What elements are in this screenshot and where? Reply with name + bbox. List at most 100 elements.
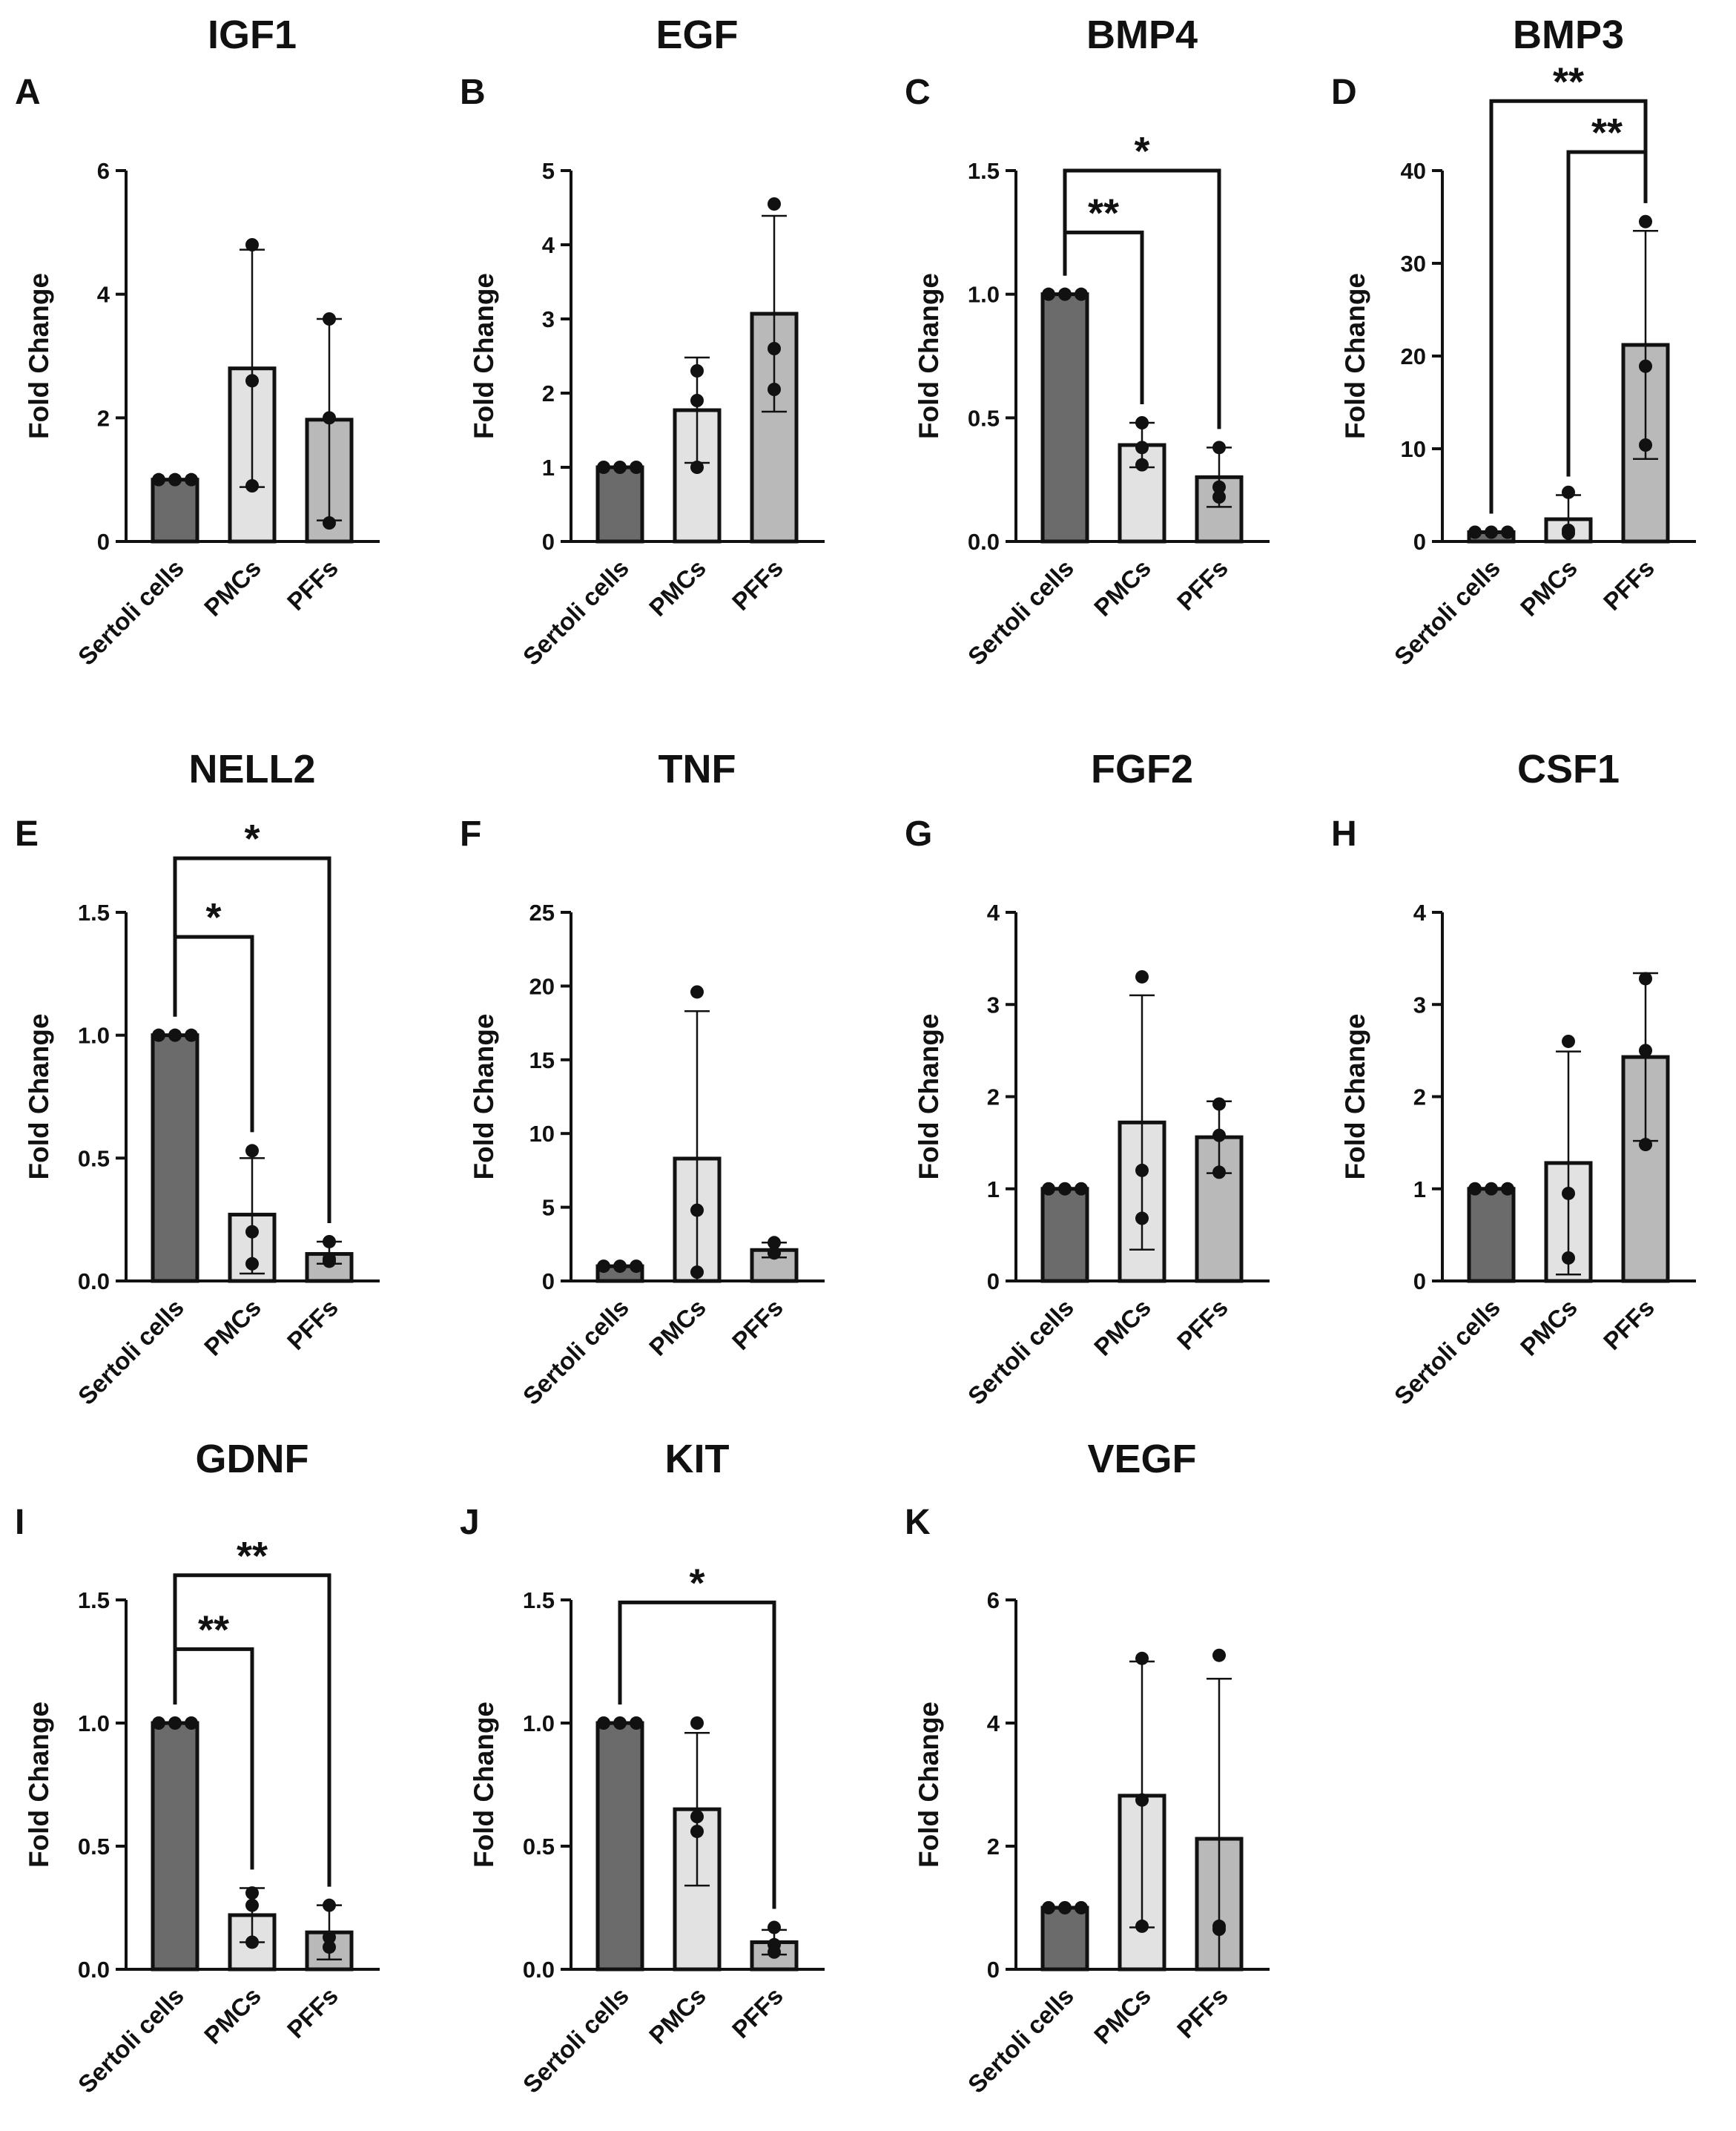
data-point bbox=[1135, 458, 1149, 472]
significance-label: * bbox=[1134, 129, 1149, 174]
y-axis-label: Fold Change bbox=[469, 1702, 499, 1868]
y-tick-label: 20 bbox=[529, 973, 555, 999]
data-point bbox=[1058, 1182, 1072, 1196]
significance-bracket bbox=[1489, 99, 1648, 514]
chart-panel-g: G FGF2 Fold Change 0 1 2 3 4 Sertoli cells PMCs PF… bbox=[905, 747, 1270, 1410]
bar-sertoli-cells bbox=[151, 1721, 199, 1972]
data-point bbox=[323, 411, 336, 425]
y-tick-label: 0 bbox=[1413, 1268, 1426, 1294]
chart-title: BMP4 bbox=[1086, 13, 1198, 57]
data-point bbox=[630, 461, 643, 474]
x-tick-label: Sertoli cells bbox=[518, 1294, 634, 1410]
data-point bbox=[597, 461, 610, 474]
data-point bbox=[1075, 1901, 1088, 1914]
y-tick-label: 1 bbox=[987, 1176, 1000, 1202]
data-point bbox=[613, 1716, 627, 1730]
y-axis-label: Fold Change bbox=[1340, 273, 1370, 439]
panel-letter: K bbox=[905, 1503, 931, 1542]
y-tick-label: 4 bbox=[987, 1710, 1000, 1736]
chart-title: TNF bbox=[659, 747, 736, 791]
x-tick-label: Sertoli cells bbox=[518, 554, 634, 671]
y-tick-label: 30 bbox=[1401, 251, 1426, 277]
data-point bbox=[185, 1028, 198, 1042]
data-point bbox=[1135, 969, 1149, 984]
x-tick-label: PMCs bbox=[644, 1294, 711, 1361]
y-tick-label: 15 bbox=[529, 1047, 555, 1073]
y-tick-label: 40 bbox=[1401, 158, 1426, 184]
chart-title: VEGF bbox=[1087, 1437, 1196, 1481]
x-tick-label: PMCs bbox=[199, 1982, 266, 2049]
data-point bbox=[1058, 287, 1072, 301]
y-tick-label: 3 bbox=[542, 306, 555, 332]
y-tick-label: 0 bbox=[1413, 529, 1426, 555]
y-tick-label: 20 bbox=[1401, 343, 1426, 369]
bar-sertoli-cells bbox=[1040, 1906, 1089, 1972]
x-tick-label: PFFs bbox=[282, 1294, 343, 1355]
data-point bbox=[1058, 1901, 1072, 1914]
significance-label: * bbox=[689, 1561, 704, 1605]
panel-letter: I bbox=[15, 1503, 24, 1542]
x-tick-label: PMCs bbox=[1089, 554, 1156, 622]
x-tick-label: PFFs bbox=[727, 1982, 788, 2043]
data-point bbox=[613, 461, 627, 474]
data-point bbox=[1212, 1097, 1226, 1111]
chart-title: CSF1 bbox=[1517, 747, 1620, 791]
data-point bbox=[185, 1716, 198, 1730]
data-point bbox=[1562, 1251, 1575, 1265]
data-point bbox=[1639, 1044, 1652, 1058]
significance-label: ** bbox=[1553, 59, 1584, 104]
x-tick-label: PFFs bbox=[1598, 554, 1660, 616]
y-tick-label: 2 bbox=[1413, 1084, 1426, 1110]
y-tick-label: 0.5 bbox=[78, 1145, 110, 1171]
data-point bbox=[1562, 1034, 1575, 1048]
x-tick-label: Sertoli cells bbox=[73, 1294, 189, 1410]
data-point bbox=[690, 394, 704, 407]
x-tick-label: PFFs bbox=[1172, 1982, 1233, 2043]
y-tick-label: 1.0 bbox=[78, 1023, 110, 1049]
data-point bbox=[245, 1144, 259, 1158]
x-tick-label: Sertoli cells bbox=[1389, 554, 1505, 671]
y-tick-label: 2 bbox=[987, 1834, 1000, 1860]
data-point bbox=[1639, 214, 1652, 228]
data-point bbox=[690, 1265, 704, 1279]
data-point bbox=[152, 1028, 165, 1042]
significance-bracket bbox=[618, 1600, 776, 1909]
y-tick-label: 4 bbox=[987, 900, 1000, 926]
y-tick-label: 0 bbox=[987, 1268, 1000, 1294]
data-point bbox=[1212, 1128, 1226, 1142]
chart-panel-d: D BMP3 Fold Change 0 10 20 30 40 Sertoli cells PM… bbox=[1331, 13, 1696, 671]
data-point bbox=[152, 472, 165, 487]
chart-title: NELL2 bbox=[188, 747, 315, 791]
y-tick-label: 1.5 bbox=[78, 900, 110, 926]
y-tick-label: 0.5 bbox=[78, 1834, 110, 1860]
y-tick-label: 6 bbox=[987, 1587, 1000, 1613]
y-axis-label: Fold Change bbox=[914, 273, 944, 439]
data-point bbox=[1468, 1182, 1482, 1196]
significance-label: * bbox=[244, 817, 260, 861]
y-tick-label: 1.0 bbox=[523, 1710, 555, 1736]
data-point bbox=[1212, 480, 1226, 494]
data-point bbox=[1562, 1186, 1575, 1200]
data-point bbox=[168, 1028, 182, 1042]
bar-pmcs bbox=[673, 1807, 722, 1972]
y-axis-label: Fold Change bbox=[914, 1702, 944, 1868]
chart-title: EGF bbox=[656, 13, 738, 57]
data-point bbox=[1639, 359, 1652, 373]
x-tick-label: Sertoli cells bbox=[963, 554, 1079, 671]
data-point bbox=[323, 516, 336, 530]
y-tick-label: 0.0 bbox=[968, 529, 1000, 555]
data-point bbox=[1212, 1648, 1226, 1662]
data-point bbox=[1639, 972, 1652, 986]
x-tick-label: PFFs bbox=[1172, 554, 1233, 616]
chart-panel-a: A IGF1 Fold Change 0 2 4 6 Sertoli cells PMCs PFF… bbox=[15, 13, 380, 671]
data-point bbox=[1501, 1182, 1514, 1196]
data-point bbox=[1135, 1919, 1149, 1933]
chart-title: KIT bbox=[665, 1437, 730, 1481]
data-point bbox=[1075, 1182, 1088, 1196]
data-point bbox=[768, 1920, 781, 1934]
y-tick-label: 5 bbox=[542, 158, 555, 184]
x-tick-label: PMCs bbox=[1089, 1982, 1156, 2049]
data-point bbox=[768, 342, 781, 355]
y-tick-label: 2 bbox=[97, 405, 110, 431]
